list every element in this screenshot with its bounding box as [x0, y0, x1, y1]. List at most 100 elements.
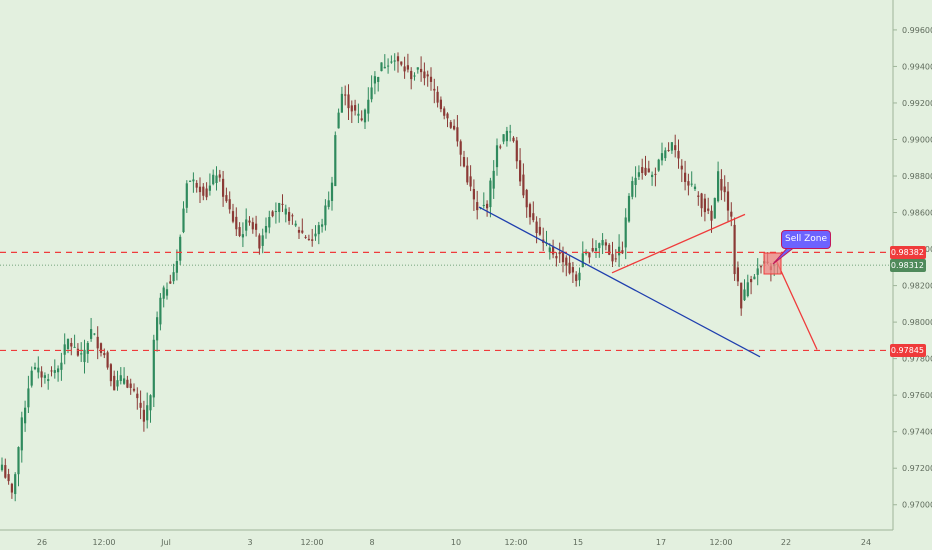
candle-body [291, 215, 294, 217]
y-tick-label: 0.97200 [902, 464, 932, 473]
candle-body [598, 243, 601, 249]
candle-body [228, 199, 231, 210]
candle-body [10, 483, 13, 493]
trendline-projection [775, 259, 818, 350]
candle-body [439, 99, 442, 110]
candle-body [436, 91, 439, 103]
candle-body [693, 186, 697, 190]
candle-body [175, 261, 178, 273]
candle-body [591, 247, 594, 252]
candle-body [106, 352, 109, 368]
candle-body [314, 233, 317, 237]
x-tick-label: 12:00 [92, 538, 115, 547]
candle-body [30, 370, 33, 386]
candle-body [449, 122, 452, 128]
candle-body [575, 274, 578, 281]
y-tick-label: 0.98000 [902, 318, 932, 327]
candle-body [703, 198, 706, 213]
candle-body [423, 71, 426, 79]
candle-body [512, 137, 515, 142]
y-tick-label: 0.99600 [902, 26, 932, 35]
candle-body [519, 160, 522, 182]
candle-body [697, 195, 700, 197]
candle-body [601, 240, 604, 246]
candle-body [281, 203, 284, 205]
candle-body [311, 239, 314, 241]
candle-body [212, 174, 215, 185]
x-tick-label: 26 [37, 538, 47, 547]
candle-body [614, 258, 617, 260]
sell-zone-callout[interactable]: Sell Zone [781, 230, 831, 249]
candle-body [146, 405, 149, 421]
candle-body [258, 235, 261, 249]
candle-body [611, 254, 614, 262]
candle-body [40, 371, 43, 378]
candle-body [552, 246, 555, 255]
candle-body [24, 407, 27, 424]
y-axis-ticks: 0.97000 0.97200 0.97400 0.97600 0.97800 0.980… [893, 26, 932, 510]
candle-body [443, 108, 446, 116]
candle-body [27, 388, 30, 408]
candle-body [43, 375, 46, 378]
candle-body [63, 344, 66, 355]
candle-body [416, 67, 419, 70]
x-tick-label: 12:00 [709, 538, 732, 547]
candle-body [304, 236, 307, 238]
candle-body [469, 176, 472, 187]
candle-body [680, 165, 683, 170]
candle-body [723, 186, 726, 193]
candle-body [17, 447, 20, 475]
x-tick-label: 12:00 [300, 538, 323, 547]
candle-body [410, 70, 413, 80]
candle-body [66, 338, 70, 350]
candle-body [733, 224, 736, 275]
candle-body [608, 244, 611, 255]
candle-body [205, 188, 208, 198]
candle-body [321, 224, 324, 227]
candle-body [588, 252, 591, 258]
candle-body [113, 375, 116, 391]
candle-body [241, 234, 244, 238]
candle-body [255, 223, 258, 230]
candle-body [202, 186, 205, 196]
sell-zone-rect[interactable] [763, 252, 782, 275]
candle-body [119, 375, 122, 382]
candle-body [535, 221, 538, 234]
candle-body [93, 333, 96, 335]
candle-body [670, 142, 673, 151]
candle-body [380, 62, 383, 72]
candle-body [700, 193, 703, 209]
y-tick-label: 0.97400 [902, 428, 932, 437]
candle-body [165, 289, 169, 296]
candle-body [195, 182, 198, 188]
candle-body [278, 202, 281, 212]
candle-body [472, 189, 475, 200]
candle-body [271, 211, 274, 217]
candle-body [334, 135, 337, 187]
candle-body [235, 216, 238, 230]
candle-body [396, 56, 400, 62]
x-tick-label: Jul [160, 538, 171, 547]
candle-body [459, 141, 462, 155]
candle-body [664, 150, 667, 159]
candle-body [515, 140, 518, 162]
candle-body [687, 181, 690, 186]
candle-body [710, 210, 713, 221]
candle-body [707, 208, 710, 211]
candle-body [294, 223, 297, 226]
candle-body [169, 281, 172, 284]
candle-body [730, 211, 733, 217]
candle-body [486, 203, 489, 209]
candle-body [274, 211, 277, 213]
candle-body [363, 109, 367, 123]
candle-body [667, 150, 670, 152]
candle-body [218, 174, 221, 178]
candle-body [126, 379, 129, 388]
candle-body [192, 179, 195, 182]
candle-body [268, 216, 271, 228]
candle-body [634, 177, 637, 186]
candle-body [532, 213, 535, 221]
candle-body [340, 93, 343, 113]
candle-body [651, 174, 654, 178]
